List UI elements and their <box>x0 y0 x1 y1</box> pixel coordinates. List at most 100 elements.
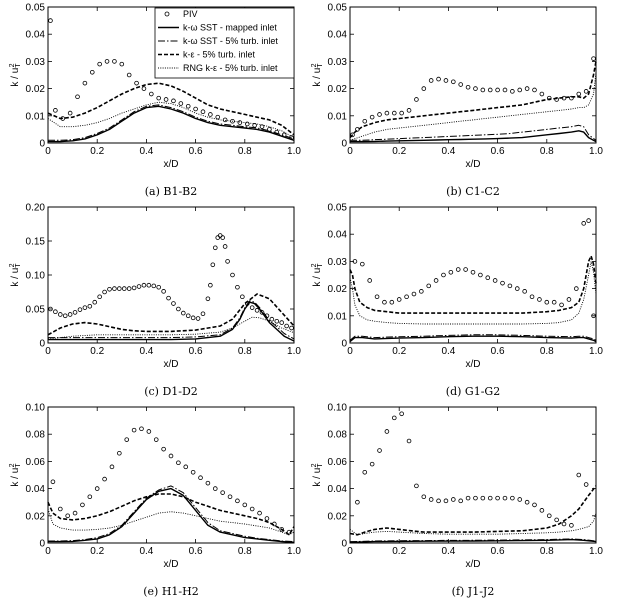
piv-point <box>495 495 500 501</box>
legend-label-mapped: k-ω SST - mapped inlet <box>183 23 277 33</box>
piv-point <box>53 309 58 315</box>
x-axis-label: x/D <box>164 359 179 370</box>
legend-label-ke5: k-ε - 5% turb. inlet <box>183 50 256 60</box>
piv-point <box>274 318 280 324</box>
piv-point <box>65 513 70 519</box>
piv-point <box>210 262 216 268</box>
piv-point <box>404 294 409 300</box>
piv-point <box>200 311 206 317</box>
piv-point <box>62 313 68 319</box>
x-tick-label: 0 <box>45 546 51 557</box>
piv-point <box>134 80 139 86</box>
y-tick-label: 0.10 <box>26 403 46 414</box>
y-tick-label: 0.04 <box>328 230 348 241</box>
piv-point <box>254 308 260 313</box>
piv-point <box>75 94 80 100</box>
piv-point <box>242 502 248 508</box>
piv-point <box>350 132 355 138</box>
x-tick-label: 0.8 <box>540 346 554 357</box>
piv-point <box>470 269 476 275</box>
piv-point <box>537 297 542 302</box>
y-tick-label: 0.02 <box>26 84 46 95</box>
piv-point <box>367 278 372 283</box>
piv-point <box>50 479 56 485</box>
piv-point <box>522 289 527 294</box>
x-tick-label: 1.0 <box>589 346 603 357</box>
piv-point <box>569 95 574 101</box>
y-tick-label: 0 <box>341 139 347 150</box>
series-line-mapped <box>349 538 597 543</box>
piv-point <box>72 310 78 315</box>
y-tick-label: 0.05 <box>26 305 46 316</box>
piv-point <box>230 118 235 124</box>
piv-point <box>141 86 147 91</box>
piv-point <box>574 286 579 291</box>
piv-point <box>200 109 206 115</box>
piv-point <box>539 91 545 97</box>
piv-point <box>215 114 221 120</box>
piv-point <box>406 108 412 113</box>
x-axis-label: x/D <box>164 159 179 170</box>
x-tick-label: 0.6 <box>491 146 505 157</box>
piv-point <box>586 218 591 223</box>
piv-point <box>406 438 412 444</box>
piv-point <box>561 521 567 527</box>
y-tick-label: 0.10 <box>328 403 348 414</box>
piv-point <box>355 499 360 505</box>
x-tick-label: 0.4 <box>441 346 455 357</box>
piv-point <box>87 494 93 500</box>
piv-point <box>500 280 505 286</box>
piv-point <box>399 110 404 116</box>
piv-point <box>244 301 250 306</box>
piv-point <box>451 79 456 85</box>
piv-point <box>208 112 213 117</box>
piv-point <box>235 498 240 504</box>
piv-point <box>104 59 110 64</box>
y-tick-label: 0.02 <box>328 284 348 295</box>
piv-point <box>141 282 147 288</box>
piv-point <box>473 86 478 91</box>
y-tick-label: 0.06 <box>26 457 46 468</box>
piv-point <box>443 78 449 83</box>
chart-panel-4: 0 0.2 0.4 0.6 0.8 1.0 0 0.01 0.02 0.03 0.04 0.05 x/D… <box>311 203 603 399</box>
y-tick-label: 0.02 <box>26 511 46 522</box>
piv-point <box>156 95 162 101</box>
piv-point <box>480 495 486 501</box>
y-tick-label: 0.05 <box>328 3 348 14</box>
piv-point <box>87 303 93 309</box>
piv-point <box>212 486 218 491</box>
piv-point <box>146 429 152 434</box>
piv-point <box>524 499 530 505</box>
y-tick-label: 0.04 <box>328 484 348 495</box>
y-tick-label: 0 <box>341 539 347 550</box>
piv-point <box>559 302 564 308</box>
piv-point <box>414 483 419 489</box>
piv-point <box>190 315 196 321</box>
legend-swatch-piv <box>164 11 170 17</box>
x-tick-label: 0.4 <box>441 546 455 557</box>
y-tick-label: 0.02 <box>328 511 348 522</box>
piv-point <box>156 284 162 290</box>
piv-point <box>517 87 523 93</box>
y-tick-label: 0.04 <box>26 484 46 495</box>
piv-point <box>436 76 441 82</box>
piv-point <box>121 286 127 291</box>
piv-point <box>428 497 434 502</box>
piv-point <box>433 278 439 283</box>
piv-point <box>178 101 184 106</box>
piv-point <box>377 448 382 453</box>
piv-point <box>139 426 144 432</box>
series-line-rng5 <box>47 101 295 138</box>
piv-point <box>465 495 471 501</box>
chart-panel-3: 0 0.2 0.4 0.6 0.8 1.0 0 0.05 0.10 0.15 0.20 x/D k / … <box>9 203 301 399</box>
y-tick-label: 0.15 <box>26 237 46 248</box>
x-tick-label: 0.8 <box>238 146 252 157</box>
x-tick-label: 0.2 <box>90 346 104 357</box>
piv-point <box>443 498 449 504</box>
piv-point <box>102 476 107 482</box>
piv-point <box>161 289 166 294</box>
piv-point <box>151 283 157 289</box>
piv-point <box>279 527 285 532</box>
piv-point <box>92 299 98 305</box>
piv-point <box>487 87 493 93</box>
